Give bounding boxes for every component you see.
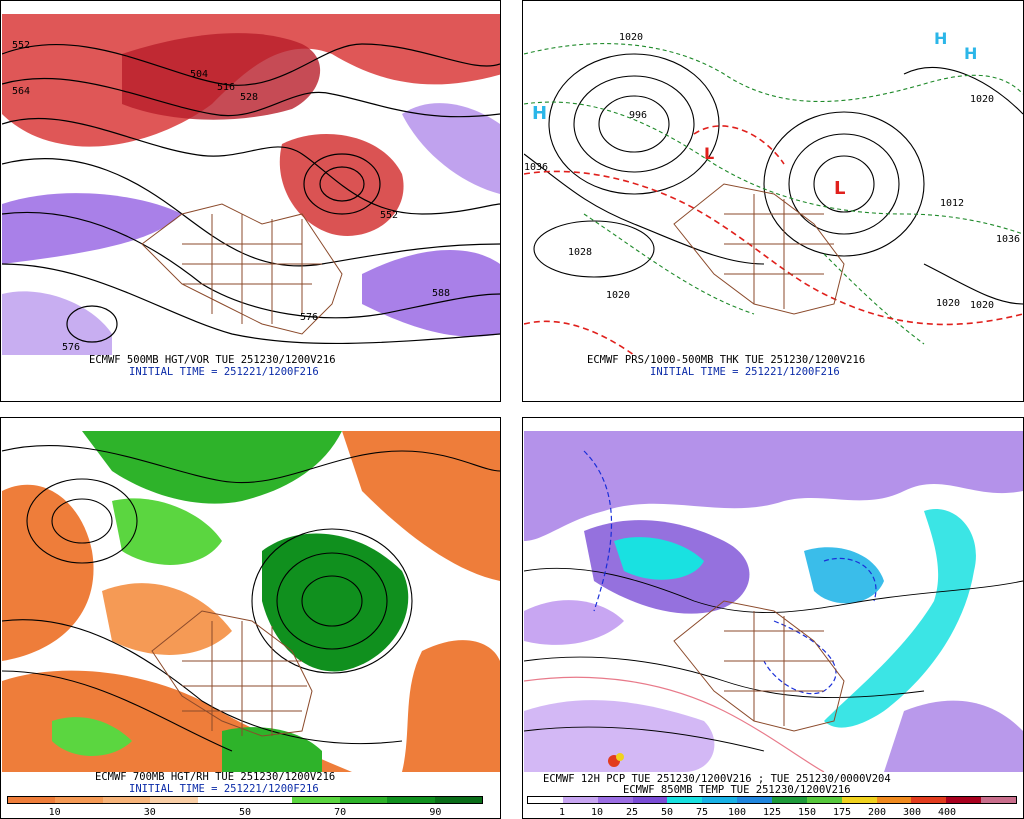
colorbar-tick-label: 30 [143, 807, 156, 818]
colorbar-swatch [806, 797, 842, 803]
contour-label-9: 576 [62, 342, 81, 353]
colorbar-swatch [946, 797, 982, 803]
map-700mb-rh [2, 431, 500, 772]
panel-title: ECMWF PRS/1000-500MB THK TUE 251230/1200… [587, 354, 866, 366]
colorbar-tick-label: 1 [558, 807, 566, 818]
initial-time: INITIAL TIME = 251221/1200F216 [650, 366, 840, 378]
colorbar-swatch [562, 797, 598, 803]
colorbar-swatch [339, 797, 388, 803]
contour-label-1: 552 [12, 40, 31, 51]
colorbar-swatch [55, 797, 103, 803]
isobar-label-4: 1020 [606, 290, 631, 301]
panel-title: ECMWF 500MB HGT/VOR TUE 251230/1200V216 [89, 354, 336, 366]
map-pressure-thickness: H H H L L 1020 1036 1028 1020 996 1012 1… [524, 14, 1023, 355]
colorbar-tick-label: 90 [429, 807, 442, 818]
svg-text:H: H [934, 29, 947, 48]
colorbar-swatch [528, 797, 563, 803]
colorbar-tick-label: 125 [762, 807, 782, 818]
svg-text:L: L [704, 144, 714, 163]
rh-colorbar [7, 796, 483, 804]
isobar-label-3: 1028 [568, 247, 593, 258]
contour-label-7: 576 [300, 312, 319, 323]
colorbar-tick-label: 150 [797, 807, 817, 818]
colorbar-swatch [150, 797, 198, 803]
colorbar-tick-label: 50 [660, 807, 674, 818]
contour-label-2: 564 [12, 86, 31, 97]
colorbar-tick-label: 175 [832, 807, 852, 818]
panel-subtitle: ECMWF 850MB TEMP TUE 251230/1200V216 [623, 784, 851, 796]
colorbar-swatch [841, 797, 877, 803]
isobar-label-6: 1012 [940, 198, 965, 209]
colorbar-tick-label: 100 [727, 807, 747, 818]
colorbar-swatch [387, 797, 435, 803]
colorbar-tick-label: 10 [48, 807, 61, 818]
panel-title: ECMWF 12H PCP TUE 251230/1200V216 ; TUE … [543, 773, 891, 785]
colorbar-swatch [702, 797, 738, 803]
colorbar-swatch [8, 797, 56, 803]
colorbar-tick-label: 50 [238, 807, 252, 818]
panel-title: ECMWF 700MB HGT/RH TUE 251230/1200V216 [95, 771, 336, 783]
colorbar-swatch [597, 797, 633, 803]
isobar-label-2: 1036 [524, 162, 549, 173]
isobar-label-10: 1020 [970, 300, 995, 311]
isobar-label-9: 1020 [936, 298, 961, 309]
contour-label-6: 552 [380, 210, 399, 221]
colorbar-swatch [737, 797, 773, 803]
map-500mb-vorticity: 552 564 504 516 528 552 576 588 576 [2, 14, 500, 355]
contour-label-5: 528 [240, 92, 259, 103]
colorbar-swatch [632, 797, 668, 803]
colorbar-tick-label: 25 [625, 807, 639, 818]
colorbar-tick-label: 300 [902, 807, 922, 818]
colorbar-swatch [245, 797, 293, 803]
panel-700mb-hgt-rh: ECMWF 700MB HGT/RH TUE 251230/1200V216 I… [0, 417, 501, 819]
contour-label-4: 516 [217, 82, 236, 93]
isobar-label-5: 996 [629, 110, 648, 121]
initial-time: INITIAL TIME = 251221/1200F216 [129, 783, 319, 795]
initial-time: INITIAL TIME = 251221/1200F216 [129, 366, 319, 378]
colorbar-swatch [667, 797, 703, 803]
isobar-label-7: 1020 [970, 94, 995, 105]
colorbar-tick-label: 200 [867, 807, 887, 818]
map-precip-temp [524, 431, 1023, 772]
colorbar-swatch [434, 797, 483, 803]
colorbar-tick-label: 70 [334, 807, 347, 818]
contour-label-8: 588 [432, 288, 451, 299]
colorbar-swatch [292, 797, 340, 803]
precip-colorbar [527, 796, 1017, 804]
panel-prs-thk: H H H L L 1020 1036 1028 1020 996 1012 1… [522, 0, 1024, 402]
colorbar-tick-label: 400 [937, 807, 957, 818]
svg-text:L: L [834, 178, 845, 199]
contour-label-3: 504 [190, 69, 209, 80]
isobar-label-8: 1036 [996, 234, 1021, 245]
panel-12h-pcp-850mb-temp: ECMWF 12H PCP TUE 251230/1200V216 ; TUE … [522, 417, 1024, 819]
svg-text:H: H [964, 44, 977, 63]
colorbar-swatch [772, 797, 807, 803]
panel-500mb-hgt-vor: 552 564 504 516 528 552 576 588 576 ECMW… [0, 0, 501, 402]
svg-text:H: H [532, 103, 547, 124]
colorbar-swatch [911, 797, 947, 803]
colorbar-tick-label: 10 [590, 807, 604, 818]
colorbar-swatch [197, 797, 246, 803]
isobar-label-1: 1020 [619, 32, 644, 43]
colorbar-swatch [876, 797, 912, 803]
colorbar-swatch [102, 797, 151, 803]
colorbar-tick-label: 75 [695, 807, 709, 818]
colorbar-swatch [981, 797, 1017, 803]
